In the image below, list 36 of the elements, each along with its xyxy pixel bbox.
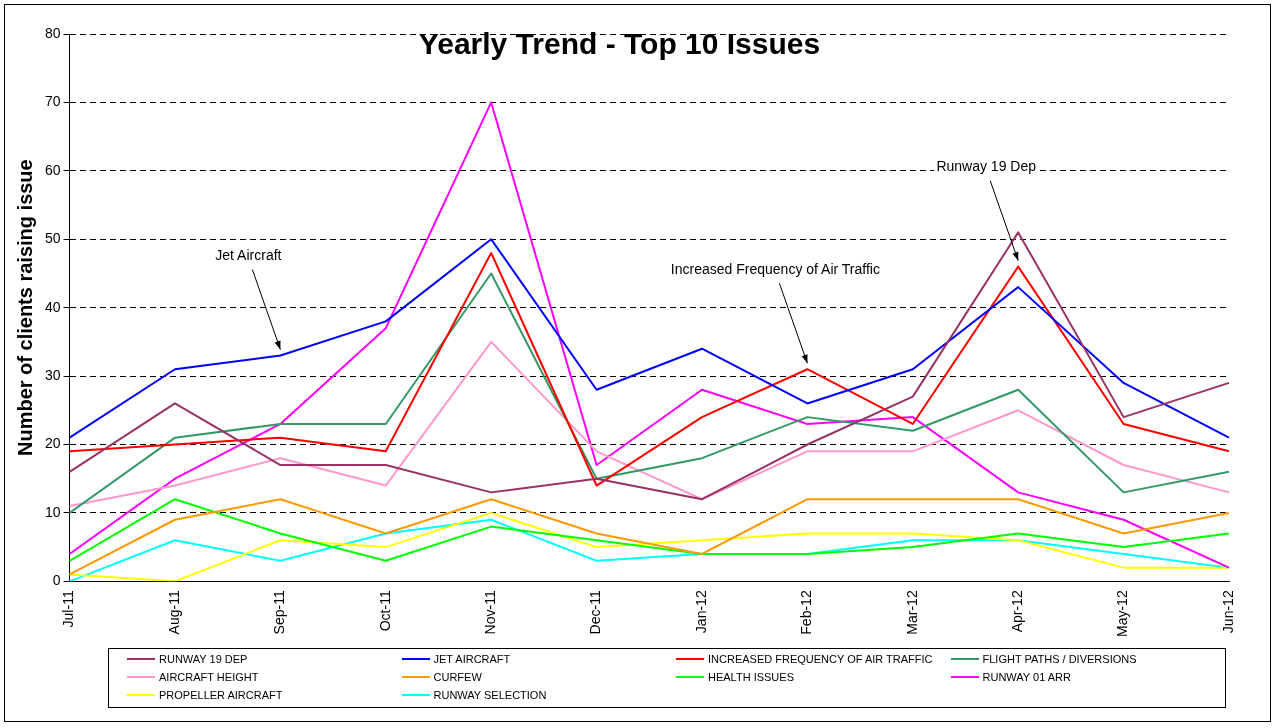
x-tick-label: Aug-11 [165, 590, 182, 635]
y-tick-label: 0 [52, 572, 61, 589]
legend-label: CURFEW [433, 671, 482, 683]
legend-label: AIRCRAFT HEIGHT [159, 671, 259, 683]
y-tick-label: 80 [44, 24, 61, 41]
x-tick-label: May-12 [1114, 590, 1131, 637]
x-tick-label: Nov-11 [482, 590, 499, 635]
x-tick-label: Oct-11 [376, 590, 393, 632]
legend-label: RUNWAY 19 DEP [159, 653, 248, 665]
x-tick-label: Jan-12 [692, 590, 709, 634]
legend-label: RUNWAY 01 ARR [982, 671, 1071, 683]
y-tick-label: 20 [44, 435, 61, 452]
y-tick-label: 70 [44, 93, 61, 110]
legend-label: FLIGHT PATHS / DIVERSIONS [982, 653, 1137, 665]
chart-title: Yearly Trend - Top 10 Issues [418, 27, 821, 61]
x-tick-label: Jun-12 [1219, 590, 1236, 634]
x-tick-label: Apr-12 [1009, 590, 1026, 633]
x-tick-label: Dec-11 [587, 590, 604, 635]
annotation: Jet Aircraft [215, 247, 282, 264]
x-tick-label: Feb-12 [798, 590, 815, 635]
y-tick-label: 10 [44, 503, 61, 520]
legend-label: INCREASED FREQUENCY OF AIR TRAFFIC [708, 653, 933, 665]
x-tick-label: Sep-11 [271, 590, 288, 635]
x-tick-label: Jul-11 [60, 590, 77, 628]
y-tick-label: 50 [44, 230, 61, 247]
legend-label: JET AIRCRAFT [433, 653, 511, 665]
annotation: Increased Frequency of Air Traffic [670, 261, 880, 278]
annotation: Runway 19 Dep [936, 158, 1037, 175]
x-tick-label: Mar-12 [903, 590, 920, 635]
legend-label: HEALTH ISSUES [708, 671, 794, 683]
y-tick-label: 30 [44, 366, 61, 383]
y-tick-label: 60 [44, 161, 61, 178]
y-axis-title: Number of clients raising issue [13, 159, 36, 457]
legend-label: RUNWAY SELECTION [433, 689, 547, 701]
legend-label: PROPELLER AIRCRAFT [159, 689, 283, 701]
y-tick-label: 40 [44, 298, 61, 315]
